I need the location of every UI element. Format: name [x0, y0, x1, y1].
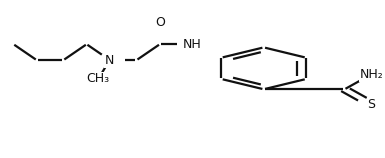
Text: S: S — [368, 98, 375, 111]
Text: O: O — [155, 16, 165, 29]
Text: CH₃: CH₃ — [87, 73, 110, 85]
Text: NH: NH — [183, 38, 202, 51]
Text: NH₂: NH₂ — [360, 68, 383, 81]
Text: N: N — [105, 54, 114, 67]
